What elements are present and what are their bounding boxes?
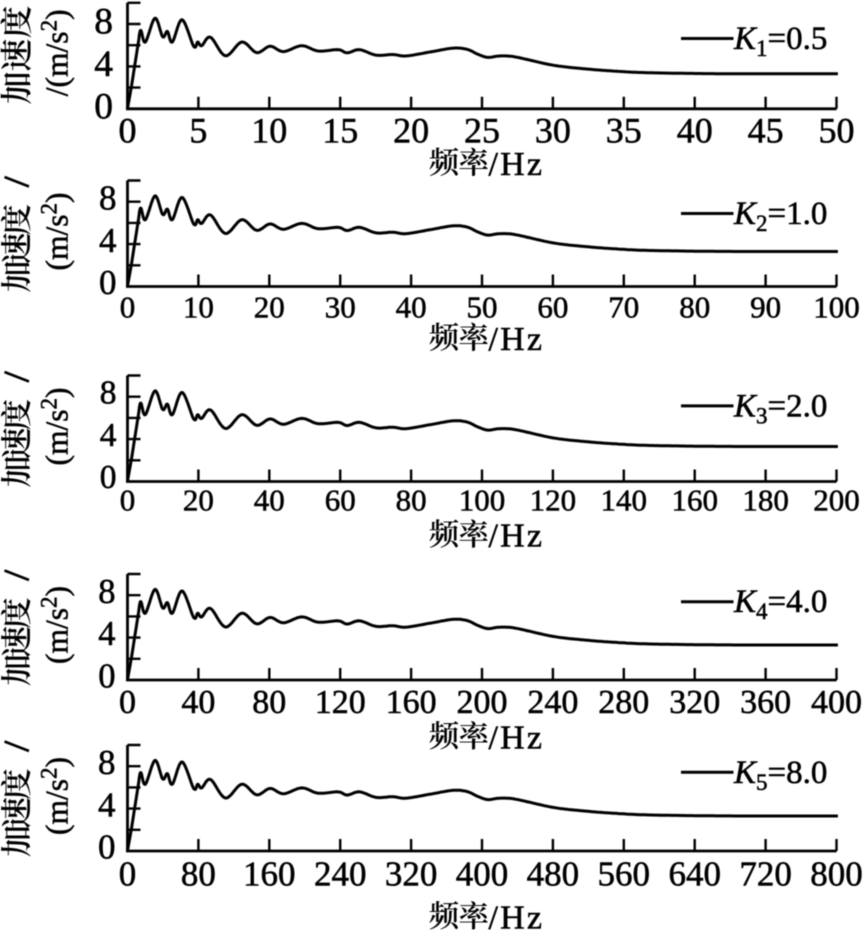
svg-text:0: 0 <box>120 290 136 325</box>
svg-text:4: 4 <box>98 785 116 824</box>
svg-text:400: 400 <box>456 855 509 894</box>
svg-text:(m/s2): (m/s2) <box>37 757 75 835</box>
svg-text:40: 40 <box>677 111 713 151</box>
svg-text:80: 80 <box>252 684 286 721</box>
svg-text:400: 400 <box>811 684 862 721</box>
svg-text:4: 4 <box>98 615 115 653</box>
svg-text:0: 0 <box>94 86 113 127</box>
svg-text:160: 160 <box>386 684 437 721</box>
svg-text:8: 8 <box>94 2 113 43</box>
svg-text:15: 15 <box>322 111 358 151</box>
svg-text:4: 4 <box>100 417 117 454</box>
svg-text:560: 560 <box>598 855 651 894</box>
svg-text:80: 80 <box>679 290 710 325</box>
svg-text:/Hz: /Hz <box>489 518 545 555</box>
svg-text:/Hz: /Hz <box>489 719 545 756</box>
svg-text:160: 160 <box>671 483 718 518</box>
svg-text:40: 40 <box>181 684 215 721</box>
svg-text:0: 0 <box>99 263 117 302</box>
svg-text:0: 0 <box>98 828 116 867</box>
svg-text:30: 30 <box>535 111 571 151</box>
svg-text:8: 8 <box>98 573 115 611</box>
svg-text:10: 10 <box>183 290 214 325</box>
svg-text:200: 200 <box>813 483 860 518</box>
svg-text:50: 50 <box>467 290 498 325</box>
svg-text:K1=0.5: K1=0.5 <box>733 21 827 61</box>
svg-text:0: 0 <box>119 684 136 721</box>
svg-text:100: 100 <box>459 483 506 518</box>
svg-text:30: 30 <box>325 290 356 325</box>
svg-text:240: 240 <box>527 684 578 721</box>
svg-text:60: 60 <box>325 483 356 518</box>
svg-text:80: 80 <box>396 483 427 518</box>
svg-text:25: 25 <box>464 111 500 151</box>
svg-text:360: 360 <box>740 684 791 721</box>
svg-text:70: 70 <box>608 290 639 325</box>
svg-text:120: 120 <box>530 483 577 518</box>
svg-text:160: 160 <box>243 855 296 894</box>
svg-text:720: 720 <box>739 855 792 894</box>
svg-text:20: 20 <box>183 483 214 518</box>
svg-text:5: 5 <box>189 111 207 151</box>
svg-text:8: 8 <box>99 178 117 217</box>
svg-text:40: 40 <box>396 290 427 325</box>
svg-text:K5=8.0: K5=8.0 <box>733 755 827 795</box>
svg-text:100: 100 <box>813 290 860 325</box>
svg-text:K4=4.0: K4=4.0 <box>733 584 827 624</box>
svg-text:20: 20 <box>254 290 285 325</box>
svg-text:K2=1.0: K2=1.0 <box>733 196 827 236</box>
svg-text:0: 0 <box>119 111 137 151</box>
svg-text:320: 320 <box>385 855 438 894</box>
svg-text:50: 50 <box>819 111 855 151</box>
svg-text:640: 640 <box>668 855 721 894</box>
svg-text:20: 20 <box>393 111 429 151</box>
svg-text:200: 200 <box>457 684 508 721</box>
svg-text:35: 35 <box>606 111 642 151</box>
svg-text:45: 45 <box>748 111 784 151</box>
svg-text:60: 60 <box>537 290 568 325</box>
svg-text:4: 4 <box>99 221 117 260</box>
svg-text:10: 10 <box>251 111 287 151</box>
svg-text:(m/s2): (m/s2) <box>37 387 75 465</box>
svg-text:40: 40 <box>254 483 285 518</box>
svg-text:0: 0 <box>119 855 137 894</box>
svg-text:8: 8 <box>100 374 117 411</box>
svg-text:0: 0 <box>120 483 136 518</box>
svg-text:480: 480 <box>527 855 580 894</box>
svg-text:80: 80 <box>181 855 216 894</box>
svg-text:120: 120 <box>315 684 366 721</box>
svg-text:280: 280 <box>598 684 649 721</box>
svg-text:/Hz: /Hz <box>489 146 545 183</box>
svg-text:800: 800 <box>810 855 863 894</box>
svg-text:4: 4 <box>94 44 113 85</box>
svg-text:8: 8 <box>98 743 116 782</box>
svg-text:0: 0 <box>100 459 117 496</box>
svg-text:/Hz: /Hz <box>489 899 545 930</box>
svg-text:140: 140 <box>601 483 648 518</box>
svg-text:/Hz: /Hz <box>489 321 545 358</box>
svg-text:90: 90 <box>750 290 781 325</box>
svg-text:320: 320 <box>669 684 720 721</box>
svg-text:(m/s2): (m/s2) <box>37 586 75 664</box>
svg-text:180: 180 <box>742 483 789 518</box>
svg-text:0: 0 <box>98 658 115 696</box>
svg-text:K3=2.0: K3=2.0 <box>733 388 827 428</box>
svg-text:240: 240 <box>314 855 367 894</box>
